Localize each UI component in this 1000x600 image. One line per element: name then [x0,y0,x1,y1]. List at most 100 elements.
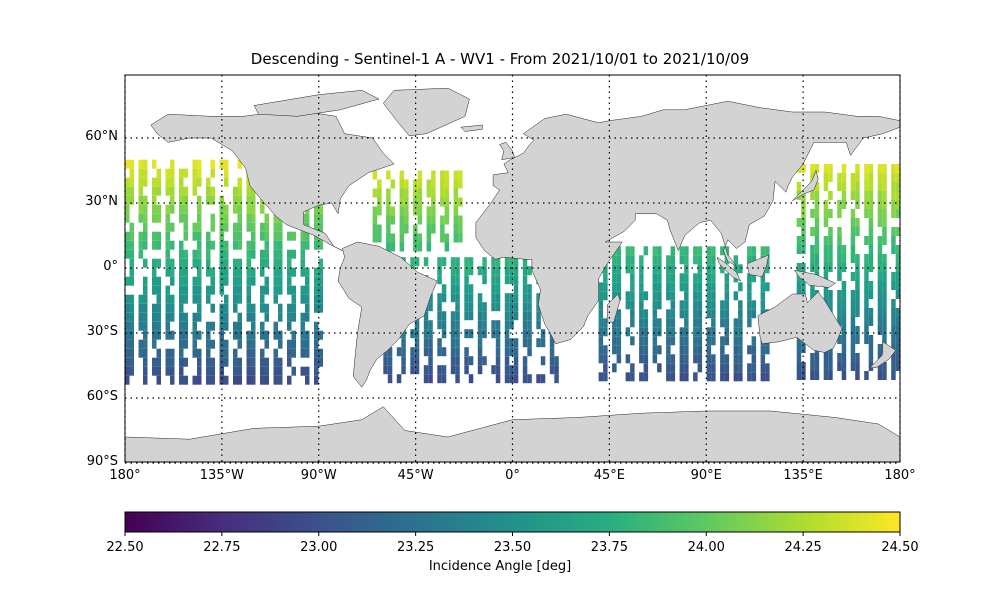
swath-cell [639,354,644,364]
swath-cell [314,348,319,358]
swath-cell [125,375,130,385]
swath-cell [823,290,829,299]
swath-cell [603,372,608,382]
swath-cell [423,311,429,321]
swath-cell [305,348,310,358]
swath-cell [837,182,842,191]
swath-cell [504,311,510,321]
swath-cell [287,312,292,322]
swath-cell [895,335,901,344]
swath-cell [318,204,323,214]
swath-cell [855,164,860,173]
swath-cell [670,318,676,328]
swath-cell [855,254,860,263]
swath-cell [233,357,238,367]
swath-cell [864,236,869,245]
swath-cell [828,362,833,371]
swath-cell [210,213,215,223]
swath-cell [129,321,134,331]
swath-cell [417,215,423,225]
swath-cell [129,240,134,250]
swath-cell [143,303,148,313]
swath-cell [152,204,157,214]
swath-cell [468,311,474,321]
swath-cell [837,245,842,254]
swath-cell [760,354,766,364]
swath-cell [814,191,820,200]
swath-cell [706,300,712,310]
swath-cell [468,356,474,366]
swath-cell [387,365,393,375]
swath-cell [823,218,829,227]
swath-cell [233,204,238,214]
swath-cell [206,267,211,277]
swath-cell [823,272,829,281]
swath-cell [138,231,143,241]
swath-cell [170,195,175,205]
swath-cell [246,276,251,286]
swath-cell [206,186,211,196]
swath-cell [237,357,242,367]
swath-cell [170,312,175,322]
swath-cell [165,267,170,277]
swath-cell [305,330,310,340]
swath-cell [877,326,883,335]
swath-cell [495,302,501,312]
swath-cell [251,222,256,232]
swath-cell [841,308,847,317]
swath-cell [864,308,869,317]
swath-cell [410,257,415,267]
swath-cell [864,200,869,209]
swath-cell [318,357,323,367]
swath-cell [305,294,310,304]
swath-cell [464,365,469,375]
swath-cell [156,321,161,331]
swath-cell [426,224,432,234]
swath-cell [527,302,532,312]
swath-cell [657,327,662,337]
swath-cell [697,363,703,373]
swath-cell [423,374,429,384]
swath-cell [841,362,847,371]
swath-cell [733,318,739,328]
swath-cell [491,266,496,276]
swath-cell [738,318,743,328]
swath-cell [630,372,635,382]
swath-cell [477,311,483,321]
swath-cell [801,218,806,227]
swath-cell [855,200,860,209]
swath-cell [260,366,265,376]
swath-cell [801,371,806,380]
swath-cell [143,213,148,223]
swath-cell [233,267,238,277]
swath-cell [260,285,265,295]
swath-cell [504,320,510,330]
swath-cell [305,276,310,286]
swath-cell [751,273,757,283]
swath-cell [305,240,310,250]
swath-cell [765,345,770,355]
swath-cell [219,321,224,331]
swath-cell [287,303,292,313]
swath-cell [179,312,184,322]
swath-cell [850,245,856,254]
swath-cell [855,335,860,344]
swath-cell [837,308,842,317]
swath-cell [882,164,887,173]
swath-cell [891,209,896,218]
swath-cell [183,249,188,259]
swath-cell [251,375,256,385]
swath-cell [828,371,833,380]
swath-cell [823,200,829,209]
swath-cell [426,179,432,189]
swath-cell [630,336,635,346]
swath-cell [603,345,608,355]
swath-cell [652,336,658,346]
swath-cell [170,294,175,304]
swath-cell [143,222,148,232]
swath-cell [891,272,896,281]
swath-cell [625,354,631,364]
swath-cell [612,336,617,346]
swath-cell [711,291,716,301]
swath-cell [179,348,184,358]
